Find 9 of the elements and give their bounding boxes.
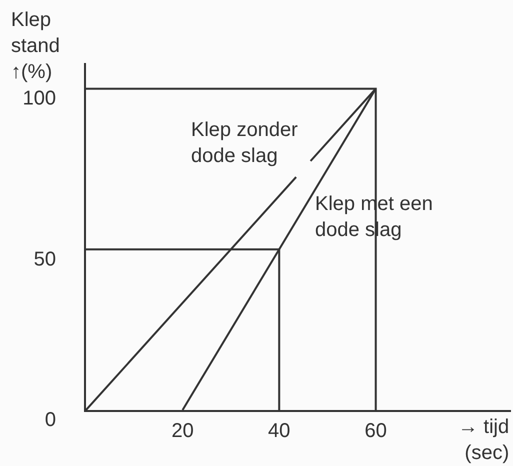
series-label: Klep zonder dode slag xyxy=(191,119,298,167)
y-axis-title: Klep stand ↑(%) xyxy=(11,9,60,83)
y-tick-label: 50 xyxy=(34,248,56,270)
y-tick-label: 100 xyxy=(22,88,56,110)
y-tick-label: 0 xyxy=(44,409,56,431)
x-axis-title: → tijd (sec) xyxy=(458,416,510,464)
x-tick-label: 20 xyxy=(171,420,194,442)
x-tick-label: 40 xyxy=(268,420,290,442)
x-tick-label: 60 xyxy=(364,420,387,442)
